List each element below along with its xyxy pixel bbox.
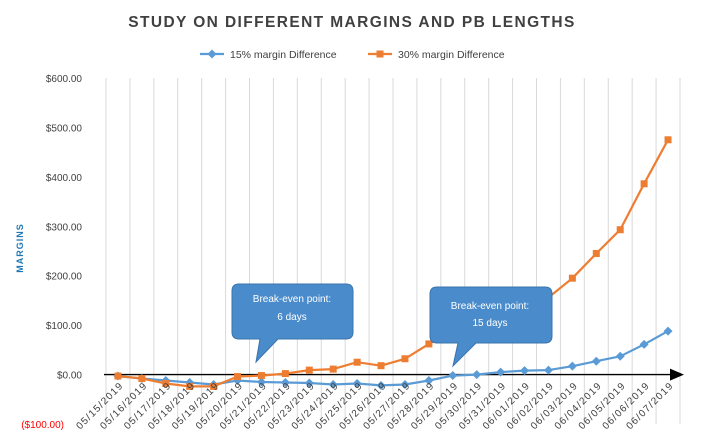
data-point (234, 373, 242, 381)
data-point (568, 274, 576, 282)
data-point (425, 340, 433, 348)
callout-2-line-2: 15 days (472, 318, 507, 329)
data-point (162, 379, 170, 387)
y-tick-label: $200.00 (46, 272, 83, 283)
data-point (210, 382, 218, 390)
data-point (329, 365, 337, 373)
data-point (256, 377, 266, 387)
data-point (567, 361, 577, 371)
data-point (663, 326, 673, 336)
data-point (448, 371, 458, 381)
data-point (138, 375, 146, 383)
y-tick-label: ($100.00) (21, 420, 64, 431)
callout-break-even-15-days: Break-even point: 15 days (429, 286, 553, 368)
data-point (257, 372, 265, 380)
data-point (376, 380, 386, 390)
y-tick-label: $0.00 (57, 371, 82, 382)
callout-2-line-1: Break-even point: (451, 301, 529, 312)
y-tick-label: $500.00 (46, 123, 83, 134)
callout-break-even-6-days: Break-even point: 6 days (231, 283, 354, 364)
gridlines (105, 78, 681, 424)
data-point (280, 377, 290, 387)
data-point (616, 226, 624, 234)
data-point (592, 249, 600, 257)
x-axis-tick-labels: 05/15/201905/16/201905/17/201905/18/2019… (74, 380, 676, 432)
series-line-2 (117, 139, 669, 388)
data-point (281, 370, 289, 378)
chart-title: STUDY ON DIFFERENT MARGINS AND PB LENGTH… (128, 14, 576, 31)
y-tick-label: $400.00 (46, 173, 83, 184)
data-point (353, 358, 361, 366)
legend-label: 30% margin Difference (398, 49, 505, 61)
data-point (424, 376, 434, 386)
y-tick-label: $100.00 (46, 321, 83, 332)
series-layer (113, 136, 673, 390)
data-point (328, 379, 338, 389)
data-point (543, 365, 553, 375)
data-point (664, 136, 672, 144)
data-point (400, 379, 410, 389)
data-point (377, 362, 385, 370)
callout-1-line-1: Break-even point: (253, 294, 331, 305)
x-axis-line (104, 368, 684, 381)
y-axis-label: MARGINS (15, 223, 25, 273)
axis-arrow-icon (670, 368, 684, 381)
data-point (639, 339, 649, 349)
data-point (496, 367, 506, 377)
data-point (304, 378, 314, 388)
data-point (472, 370, 482, 380)
data-point (305, 366, 313, 374)
data-point (401, 355, 409, 363)
y-tick-label: $600.00 (46, 74, 83, 85)
callout-1-shape (231, 283, 354, 364)
y-axis-tick-labels: ($100.00) $0.00 $100.00 $200.00 $300.00 $400.… (21, 74, 82, 431)
data-point (591, 356, 601, 366)
legend-marker (376, 50, 384, 58)
data-point (186, 382, 194, 390)
legend: 15% margin Difference 30% margin Differen… (200, 49, 505, 61)
callout-1-line-2: 6 days (277, 312, 306, 323)
data-point (640, 180, 648, 188)
data-point (520, 366, 530, 376)
legend-label: 15% margin Difference (230, 49, 337, 61)
data-point (615, 351, 625, 361)
data-point (114, 372, 122, 380)
legend-marker (207, 49, 217, 59)
data-point (352, 378, 362, 388)
callout-2-shape (429, 286, 553, 368)
y-tick-label: $300.00 (46, 222, 83, 233)
